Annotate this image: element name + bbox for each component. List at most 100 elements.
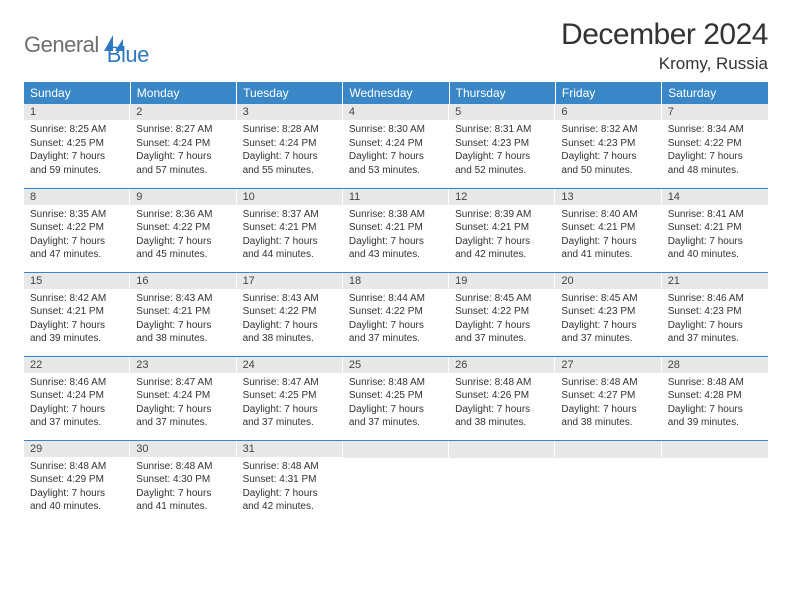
day-details: Sunrise: 8:48 AMSunset: 4:30 PMDaylight:… [130, 457, 236, 518]
sunset-text: Sunset: 4:22 PM [455, 305, 549, 319]
sunrise-text: Sunrise: 8:45 AM [561, 292, 655, 306]
sunset-text: Sunset: 4:21 PM [136, 305, 230, 319]
day-details: Sunrise: 8:45 AMSunset: 4:22 PMDaylight:… [449, 289, 555, 350]
daylight-text: Daylight: 7 hours and 57 minutes. [136, 150, 230, 177]
day-number: 2 [130, 104, 236, 120]
daylight-text: Daylight: 7 hours and 44 minutes. [243, 235, 337, 262]
sunrise-text: Sunrise: 8:43 AM [136, 292, 230, 306]
day-number [662, 441, 768, 458]
sunset-text: Sunset: 4:21 PM [243, 221, 337, 235]
calendar-week-row: 29Sunrise: 8:48 AMSunset: 4:29 PMDayligh… [24, 440, 768, 524]
day-number: 18 [343, 273, 449, 289]
calendar-day-cell: 8Sunrise: 8:35 AMSunset: 4:22 PMDaylight… [24, 188, 130, 272]
daylight-text: Daylight: 7 hours and 38 minutes. [243, 319, 337, 346]
sunset-text: Sunset: 4:22 PM [349, 305, 443, 319]
day-number: 7 [662, 104, 768, 120]
day-details: Sunrise: 8:40 AMSunset: 4:21 PMDaylight:… [555, 205, 661, 266]
day-details: Sunrise: 8:45 AMSunset: 4:23 PMDaylight:… [555, 289, 661, 350]
day-details: Sunrise: 8:48 AMSunset: 4:31 PMDaylight:… [237, 457, 343, 518]
sunrise-text: Sunrise: 8:48 AM [455, 376, 549, 390]
sunset-text: Sunset: 4:25 PM [349, 389, 443, 403]
calendar-day-cell: 7Sunrise: 8:34 AMSunset: 4:22 PMDaylight… [662, 104, 768, 188]
sunrise-text: Sunrise: 8:48 AM [136, 460, 230, 474]
sunset-text: Sunset: 4:27 PM [561, 389, 655, 403]
day-details: Sunrise: 8:25 AMSunset: 4:25 PMDaylight:… [24, 120, 130, 181]
day-details: Sunrise: 8:41 AMSunset: 4:21 PMDaylight:… [662, 205, 768, 266]
weekday-header: Tuesday [237, 82, 343, 104]
sunrise-text: Sunrise: 8:32 AM [561, 123, 655, 137]
sunrise-text: Sunrise: 8:44 AM [349, 292, 443, 306]
sunrise-text: Sunrise: 8:31 AM [455, 123, 549, 137]
calendar-day-cell: 9Sunrise: 8:36 AMSunset: 4:22 PMDaylight… [130, 188, 236, 272]
daylight-text: Daylight: 7 hours and 50 minutes. [561, 150, 655, 177]
calendar-week-row: 22Sunrise: 8:46 AMSunset: 4:24 PMDayligh… [24, 356, 768, 440]
sunrise-text: Sunrise: 8:47 AM [243, 376, 337, 390]
sunset-text: Sunset: 4:21 PM [561, 221, 655, 235]
sunset-text: Sunset: 4:30 PM [136, 473, 230, 487]
sunset-text: Sunset: 4:21 PM [30, 305, 124, 319]
calendar-day-cell: 2Sunrise: 8:27 AMSunset: 4:24 PMDaylight… [130, 104, 236, 188]
day-number: 22 [24, 357, 130, 373]
sunset-text: Sunset: 4:24 PM [349, 137, 443, 151]
day-number [555, 441, 661, 458]
weekday-header: Friday [555, 82, 661, 104]
day-number: 23 [130, 357, 236, 373]
location-label: Kromy, Russia [561, 54, 768, 74]
sunset-text: Sunset: 4:21 PM [349, 221, 443, 235]
calendar-day-cell: 27Sunrise: 8:48 AMSunset: 4:27 PMDayligh… [555, 356, 661, 440]
calendar-day-cell: 14Sunrise: 8:41 AMSunset: 4:21 PMDayligh… [662, 188, 768, 272]
sunset-text: Sunset: 4:24 PM [30, 389, 124, 403]
calendar-table: SundayMondayTuesdayWednesdayThursdayFrid… [24, 82, 768, 524]
sunset-text: Sunset: 4:21 PM [455, 221, 549, 235]
daylight-text: Daylight: 7 hours and 41 minutes. [136, 487, 230, 514]
daylight-text: Daylight: 7 hours and 59 minutes. [30, 150, 124, 177]
day-number [449, 441, 555, 458]
day-number: 10 [237, 189, 343, 205]
weekday-header: Thursday [449, 82, 555, 104]
calendar-day-cell: 19Sunrise: 8:45 AMSunset: 4:22 PMDayligh… [449, 272, 555, 356]
daylight-text: Daylight: 7 hours and 42 minutes. [243, 487, 337, 514]
day-number: 20 [555, 273, 661, 289]
day-number: 15 [24, 273, 130, 289]
sunrise-text: Sunrise: 8:45 AM [455, 292, 549, 306]
day-details: Sunrise: 8:39 AMSunset: 4:21 PMDaylight:… [449, 205, 555, 266]
day-details: Sunrise: 8:46 AMSunset: 4:23 PMDaylight:… [662, 289, 768, 350]
day-details: Sunrise: 8:48 AMSunset: 4:27 PMDaylight:… [555, 373, 661, 434]
daylight-text: Daylight: 7 hours and 52 minutes. [455, 150, 549, 177]
day-details: Sunrise: 8:30 AMSunset: 4:24 PMDaylight:… [343, 120, 449, 181]
daylight-text: Daylight: 7 hours and 39 minutes. [668, 403, 762, 430]
sunset-text: Sunset: 4:24 PM [136, 389, 230, 403]
month-title: December 2024 [561, 18, 768, 52]
day-details: Sunrise: 8:38 AMSunset: 4:21 PMDaylight:… [343, 205, 449, 266]
daylight-text: Daylight: 7 hours and 37 minutes. [136, 403, 230, 430]
calendar-day-cell: 16Sunrise: 8:43 AMSunset: 4:21 PMDayligh… [130, 272, 236, 356]
daylight-text: Daylight: 7 hours and 55 minutes. [243, 150, 337, 177]
sunset-text: Sunset: 4:23 PM [561, 305, 655, 319]
day-details: Sunrise: 8:37 AMSunset: 4:21 PMDaylight:… [237, 205, 343, 266]
day-number: 26 [449, 357, 555, 373]
day-number: 31 [237, 441, 343, 457]
daylight-text: Daylight: 7 hours and 47 minutes. [30, 235, 124, 262]
day-number: 14 [662, 189, 768, 205]
day-number: 5 [449, 104, 555, 120]
day-number: 28 [662, 357, 768, 373]
sunrise-text: Sunrise: 8:48 AM [668, 376, 762, 390]
weekday-header: Saturday [662, 82, 768, 104]
day-number: 6 [555, 104, 661, 120]
sunset-text: Sunset: 4:29 PM [30, 473, 124, 487]
logo-text-general: General [24, 32, 99, 58]
calendar-empty-cell [662, 440, 768, 524]
day-number: 25 [343, 357, 449, 373]
day-details: Sunrise: 8:43 AMSunset: 4:21 PMDaylight:… [130, 289, 236, 350]
sunrise-text: Sunrise: 8:42 AM [30, 292, 124, 306]
daylight-text: Daylight: 7 hours and 37 minutes. [349, 403, 443, 430]
day-details: Sunrise: 8:35 AMSunset: 4:22 PMDaylight:… [24, 205, 130, 266]
day-details: Sunrise: 8:43 AMSunset: 4:22 PMDaylight:… [237, 289, 343, 350]
day-details: Sunrise: 8:36 AMSunset: 4:22 PMDaylight:… [130, 205, 236, 266]
sunrise-text: Sunrise: 8:46 AM [668, 292, 762, 306]
sunset-text: Sunset: 4:24 PM [243, 137, 337, 151]
day-details: Sunrise: 8:31 AMSunset: 4:23 PMDaylight:… [449, 120, 555, 181]
day-number: 17 [237, 273, 343, 289]
day-number: 30 [130, 441, 236, 457]
sunrise-text: Sunrise: 8:27 AM [136, 123, 230, 137]
